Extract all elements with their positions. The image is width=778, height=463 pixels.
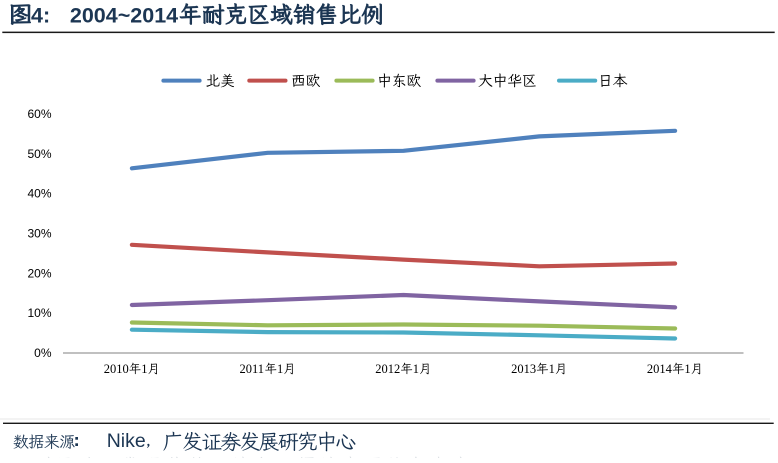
svg-text:2014: 2014: [647, 362, 673, 376]
svg-text:Nike: Nike: [107, 430, 146, 452]
svg-text:30%: 30%: [27, 227, 51, 241]
svg-text:0%: 0%: [34, 346, 52, 360]
svg-text:2010: 2010: [104, 362, 129, 376]
svg-text:60%: 60%: [27, 107, 51, 121]
svg-text:40%: 40%: [27, 187, 51, 201]
svg-text:1: 1: [141, 362, 147, 376]
svg-text:2004~2014: 2004~2014: [70, 3, 178, 27]
svg-text:1: 1: [549, 362, 555, 376]
svg-text:50%: 50%: [27, 147, 51, 161]
svg-text:1: 1: [684, 362, 690, 376]
svg-text:2013: 2013: [511, 362, 536, 376]
svg-text:2012: 2012: [375, 362, 400, 376]
svg-text:1: 1: [413, 362, 419, 376]
svg-text:10%: 10%: [27, 306, 51, 320]
svg-text:20%: 20%: [27, 266, 51, 280]
svg-text:4:: 4:: [31, 3, 50, 27]
svg-text:2011: 2011: [240, 362, 265, 376]
svg-text:1: 1: [277, 362, 283, 376]
